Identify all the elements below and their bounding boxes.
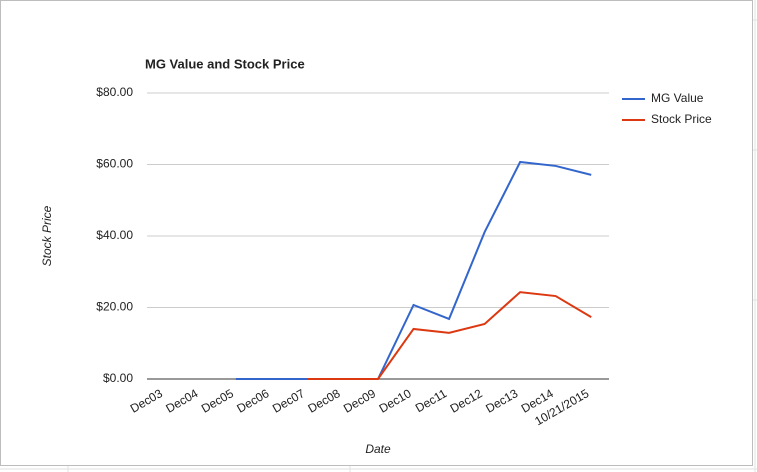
y-tick-label: $80.00 [96, 85, 133, 99]
y-tick-label: $0.00 [103, 371, 133, 385]
y-axis-label: Stock Price [40, 205, 54, 266]
x-axis-label: Date [365, 442, 391, 456]
y-tick-label: $20.00 [96, 300, 133, 314]
y-tick-label: $40.00 [96, 228, 133, 242]
y-tick-label: $60.00 [96, 157, 133, 171]
series-line [235, 160, 592, 380]
chart-title: MG Value and Stock Price [145, 56, 305, 71]
legend-label: MG Value [651, 91, 704, 105]
legend-label: Stock Price [651, 112, 712, 126]
series-line [306, 291, 592, 380]
